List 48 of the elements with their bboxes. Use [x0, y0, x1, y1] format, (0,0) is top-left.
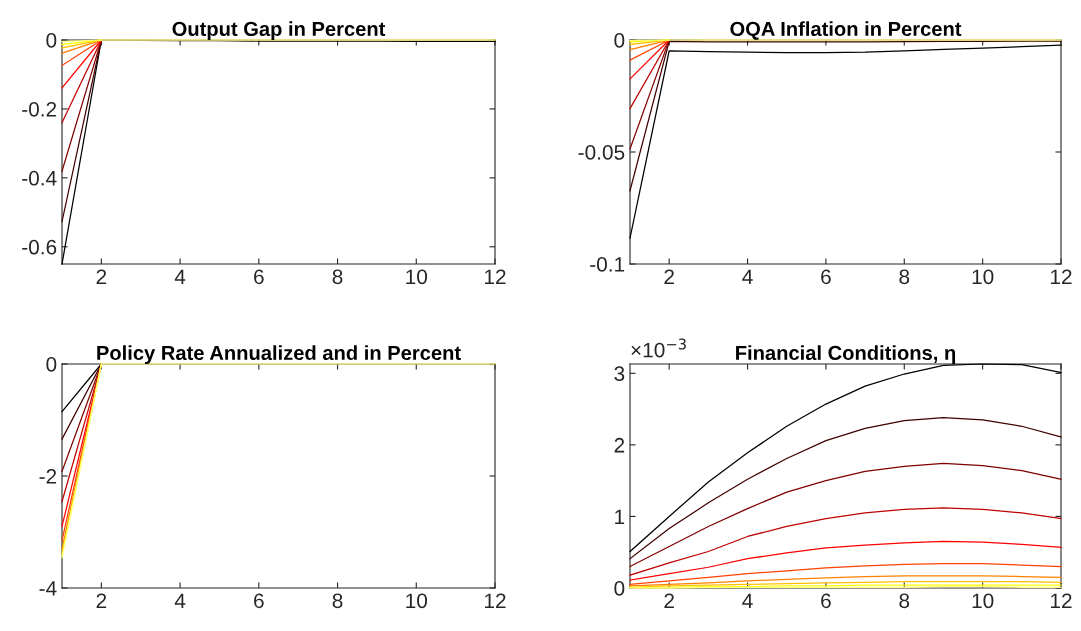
x-tick-label: 2 — [664, 269, 674, 284]
y-tick-label: 0 — [46, 33, 57, 48]
y-tick-label: 0 — [614, 33, 625, 48]
x-tick-label: 4 — [174, 593, 186, 608]
y-tick-label: 3 — [614, 366, 625, 382]
x-tick-label: 2 — [96, 593, 107, 608]
y-tick-label: 1 — [615, 509, 625, 524]
y-tick-label: -2 — [39, 469, 57, 484]
x-tick-label: 10 — [406, 593, 428, 609]
y-tick-label: -0.4 — [22, 170, 57, 186]
chart-title: Policy Rate Annualized and in Percent — [97, 345, 461, 365]
chart-title: OQA Inflation in Percent — [730, 21, 962, 40]
x-tick-label: 12 — [485, 593, 506, 608]
line-series — [629, 540, 1062, 581]
x-tick-label: 10 — [972, 593, 994, 609]
x-tick-label: 8 — [899, 593, 910, 609]
y-tick-label: 2 — [614, 437, 625, 453]
x-tick-label: 6 — [821, 269, 831, 285]
x-tick-label: 8 — [899, 269, 910, 285]
line-series — [629, 507, 1062, 576]
x-tick-label: 10 — [406, 269, 428, 285]
chart-title: Financial Conditions, η — [736, 345, 956, 364]
x-tick-label: 12 — [1051, 593, 1072, 608]
x-tick-label: 8 — [332, 593, 343, 609]
x-tick-label: 8 — [332, 269, 343, 285]
x-tick-label: 6 — [821, 593, 831, 609]
text: ×10$^{−3}$ — [631, 338, 686, 358]
y-tick-label: 0 — [46, 357, 57, 372]
x-tick-label: 4 — [174, 269, 186, 284]
y-tick-label: -4 — [39, 581, 57, 596]
line-series — [629, 462, 1062, 568]
x-tick-label: 2 — [664, 593, 674, 608]
x-tick-label: 12 — [485, 269, 506, 284]
x-tick-label: 2 — [96, 269, 107, 284]
y-tick-label: -0.6 — [22, 239, 57, 255]
x-tick-label: 6 — [254, 593, 264, 609]
y-tick-label: -0.2 — [22, 101, 57, 117]
y-tick-label: -0.05 — [578, 145, 625, 160]
chart-title: Output Gap in Percent — [172, 21, 386, 41]
x-tick-label: 12 — [1051, 269, 1072, 284]
x-tick-label: 4 — [742, 593, 753, 608]
x-tick-label: 4 — [742, 269, 753, 284]
line-series — [629, 417, 1062, 560]
y-tick-label: 0 — [614, 581, 625, 596]
line-series — [629, 44, 1062, 239]
x-tick-label: 10 — [972, 269, 994, 285]
y-tick-label: -0.1 — [590, 257, 625, 272]
x-tick-label: 6 — [254, 269, 264, 285]
